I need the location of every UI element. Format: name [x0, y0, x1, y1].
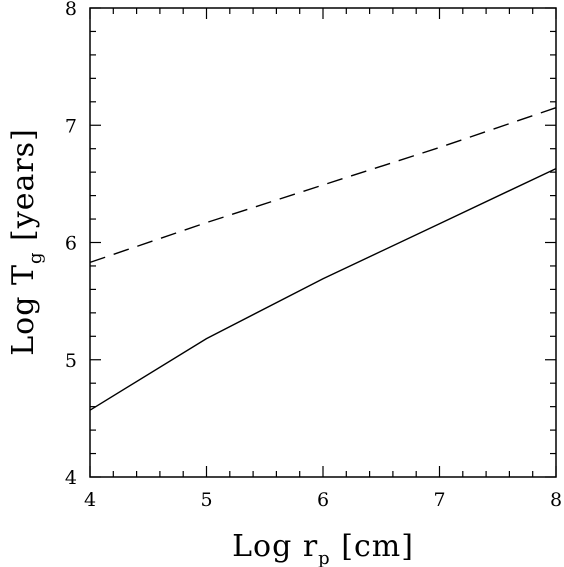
- tick-labels: 4 5 6 7 8 4 5 6 7 8: [65, 0, 562, 511]
- axis-ticks: [89, 7, 557, 478]
- plot-frame: [89, 7, 557, 478]
- y-axis-title-suffix: [years]: [6, 128, 41, 251]
- x-axis-title: Log rp [cm]: [232, 529, 414, 567]
- dashed-series-line: [89, 107, 557, 264]
- y-tick-label: 5: [65, 350, 77, 372]
- x-tick-label: 8: [550, 489, 562, 511]
- y-axis-title-subscript: g: [25, 252, 46, 265]
- x-axis-title-suffix: [cm]: [331, 529, 414, 564]
- solid-series-line: [89, 167, 557, 411]
- x-tick-label: 5: [200, 489, 212, 511]
- y-tick-label: 6: [65, 233, 77, 255]
- y-tick-label: 7: [65, 115, 77, 137]
- x-axis-title-prefix: Log r: [232, 529, 318, 564]
- y-axis-title: Log Tg [years]: [6, 128, 46, 356]
- x-axis-title-subscript: p: [318, 548, 331, 567]
- x-tick-label: 6: [317, 489, 329, 511]
- y-axis-title-prefix: Log T: [6, 264, 41, 356]
- y-tick-label: 8: [65, 0, 77, 20]
- series-group: [89, 107, 557, 411]
- x-tick-label: 4: [84, 489, 96, 511]
- x-tick-label: 7: [433, 489, 445, 511]
- y-tick-label: 4: [65, 467, 77, 489]
